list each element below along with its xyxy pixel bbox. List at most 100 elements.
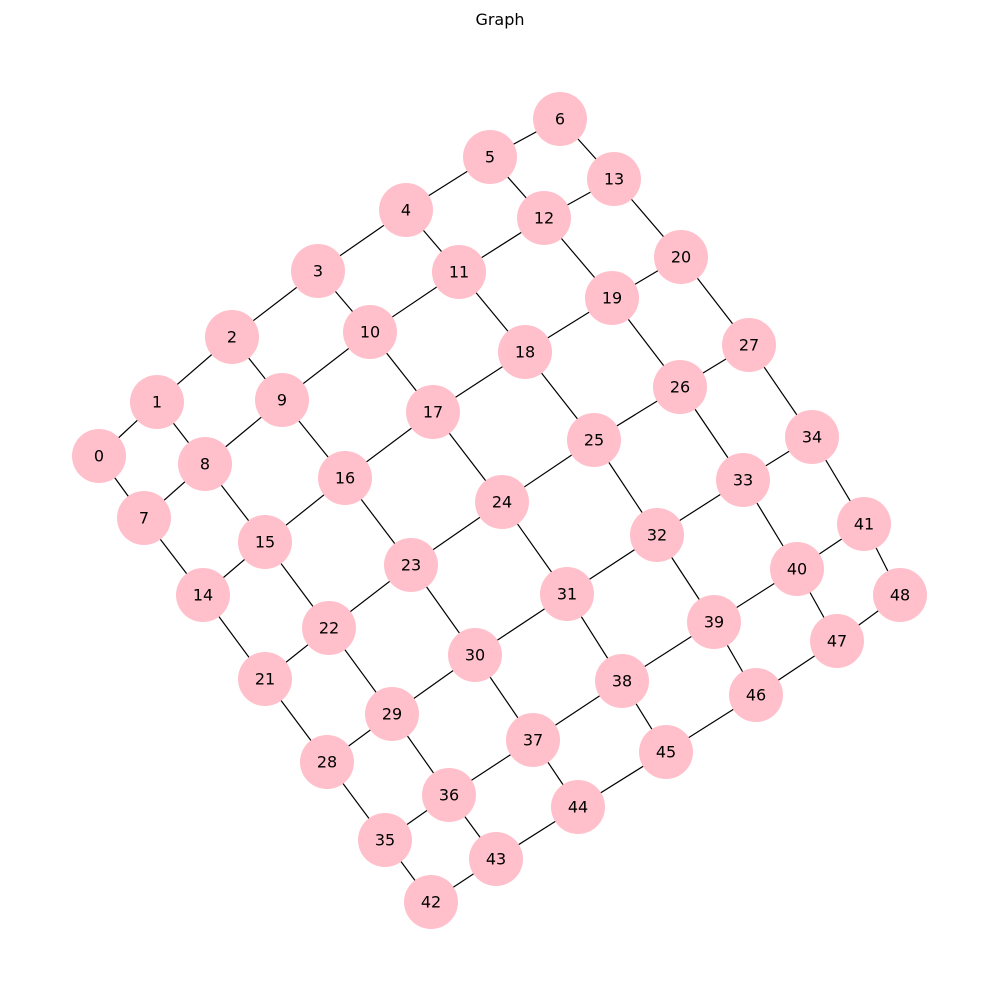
node-label: 28 xyxy=(317,753,337,772)
node-label: 32 xyxy=(647,526,667,545)
node-circle xyxy=(302,601,356,655)
node-circle xyxy=(722,318,776,372)
node-label: 47 xyxy=(827,632,847,651)
node-label: 14 xyxy=(193,586,213,605)
node-circle xyxy=(117,491,171,545)
node-label: 31 xyxy=(557,585,577,604)
node-circle xyxy=(404,875,458,929)
node-41: 41 xyxy=(837,497,891,551)
node-circle xyxy=(630,508,684,562)
node-label: 2 xyxy=(227,328,237,347)
node-circle xyxy=(255,373,309,427)
node-38: 38 xyxy=(595,654,649,708)
node-circle xyxy=(300,735,354,789)
node-25: 25 xyxy=(567,413,621,467)
node-label: 13 xyxy=(604,170,624,189)
node-label: 33 xyxy=(733,471,753,490)
node-18: 18 xyxy=(498,325,552,379)
node-circle xyxy=(422,768,476,822)
node-label: 16 xyxy=(335,469,355,488)
node-circle xyxy=(358,813,412,867)
node-13: 13 xyxy=(587,152,641,206)
node-circle xyxy=(585,271,639,325)
node-circle xyxy=(176,568,230,622)
node-48: 48 xyxy=(873,568,927,622)
node-3: 3 xyxy=(291,244,345,298)
node-label: 23 xyxy=(401,556,421,575)
graph-title: Graph xyxy=(475,10,525,29)
node-23: 23 xyxy=(384,538,438,592)
node-label: 5 xyxy=(485,148,495,167)
node-circle xyxy=(72,429,126,483)
node-circle xyxy=(785,410,839,464)
node-6: 6 xyxy=(533,92,587,146)
node-label: 6 xyxy=(555,110,565,129)
node-47: 47 xyxy=(810,614,864,668)
node-label: 36 xyxy=(439,786,459,805)
node-circle xyxy=(238,652,292,706)
node-15: 15 xyxy=(238,515,292,569)
node-label: 27 xyxy=(739,336,759,355)
node-label: 20 xyxy=(671,248,691,267)
node-circle xyxy=(873,568,927,622)
node-1: 1 xyxy=(130,375,184,429)
node-17: 17 xyxy=(406,385,460,439)
node-circle xyxy=(716,453,770,507)
node-label: 18 xyxy=(515,343,535,362)
node-label: 29 xyxy=(382,705,402,724)
node-label: 3 xyxy=(313,262,323,281)
node-33: 33 xyxy=(716,453,770,507)
node-circle xyxy=(639,725,693,779)
node-circle xyxy=(729,668,783,722)
node-9: 9 xyxy=(255,373,309,427)
node-label: 44 xyxy=(568,798,588,817)
node-label: 40 xyxy=(787,560,807,579)
node-39: 39 xyxy=(687,595,741,649)
node-label: 19 xyxy=(602,289,622,308)
node-label: 30 xyxy=(465,646,485,665)
node-label: 39 xyxy=(704,613,724,632)
node-22: 22 xyxy=(302,601,356,655)
node-26: 26 xyxy=(653,360,707,414)
node-label: 12 xyxy=(534,209,554,228)
node-label: 37 xyxy=(523,731,543,750)
node-37: 37 xyxy=(506,713,560,767)
node-circle xyxy=(654,230,708,284)
node-7: 7 xyxy=(117,491,171,545)
node-label: 25 xyxy=(584,431,604,450)
node-label: 48 xyxy=(890,586,910,605)
node-circle xyxy=(587,152,641,206)
node-44: 44 xyxy=(551,780,605,834)
node-circle xyxy=(318,451,372,505)
node-circle xyxy=(498,325,552,379)
node-36: 36 xyxy=(422,768,476,822)
node-label: 42 xyxy=(421,893,441,912)
node-label: 35 xyxy=(375,831,395,850)
node-circle xyxy=(384,538,438,592)
node-layer: 0123456789101112131415161718192021222324… xyxy=(72,92,927,929)
node-circle xyxy=(406,385,460,439)
node-circle xyxy=(810,614,864,668)
node-circle xyxy=(448,628,502,682)
node-10: 10 xyxy=(343,305,397,359)
node-circle xyxy=(506,713,560,767)
node-4: 4 xyxy=(379,183,433,237)
node-label: 41 xyxy=(854,515,874,534)
node-31: 31 xyxy=(540,567,594,621)
node-label: 45 xyxy=(656,743,676,762)
node-2: 2 xyxy=(205,310,259,364)
node-28: 28 xyxy=(300,735,354,789)
node-19: 19 xyxy=(585,271,639,325)
node-40: 40 xyxy=(770,542,824,596)
node-circle xyxy=(595,654,649,708)
node-11: 11 xyxy=(432,245,486,299)
node-circle xyxy=(653,360,707,414)
node-label: 4 xyxy=(401,201,411,220)
node-circle xyxy=(551,780,605,834)
node-label: 8 xyxy=(200,455,210,474)
node-label: 17 xyxy=(423,403,443,422)
node-circle xyxy=(432,245,486,299)
node-21: 21 xyxy=(238,652,292,706)
node-circle xyxy=(567,413,621,467)
node-label: 22 xyxy=(319,619,339,638)
